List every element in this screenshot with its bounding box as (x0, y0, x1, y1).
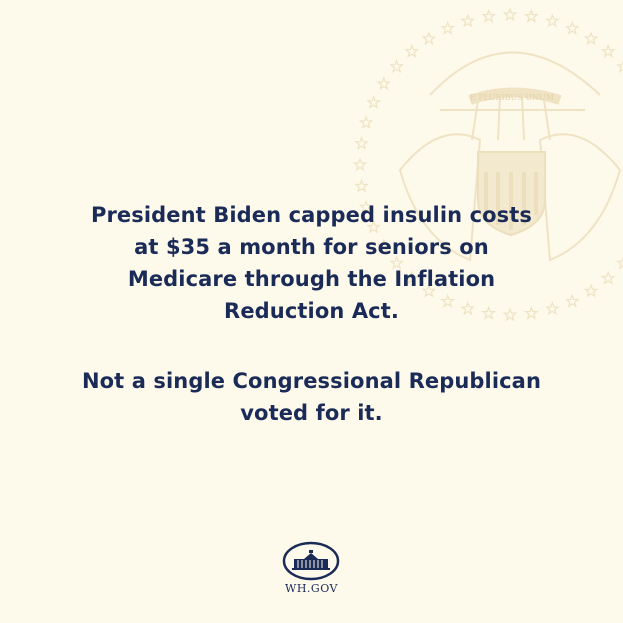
message-line: Not a single Congressional Republican (81, 369, 542, 393)
message-paragraph-2: Not a single Congressional Republican vo… (0, 365, 623, 429)
seal-star-icon (502, 7, 518, 22)
seal-star-icon (440, 293, 456, 308)
seal-star-icon (600, 270, 616, 285)
seal-star-icon (616, 60, 623, 73)
seal-star-icon (358, 114, 374, 130)
seal-star-icon (354, 178, 369, 193)
message-line: at $35 a month for seniors on (134, 235, 489, 259)
seal-star-icon (421, 283, 437, 298)
seal-star-icon (564, 20, 580, 35)
seal-star-icon (358, 199, 374, 214)
seal-star-icon (460, 301, 476, 316)
white-house-icon (282, 541, 340, 581)
seal-star-icon (389, 255, 404, 270)
seal-star-icon (440, 20, 456, 35)
seal-star-icon (404, 43, 420, 58)
seal-star-icon (502, 307, 518, 322)
seal-star-icon (564, 293, 580, 308)
seal-star-icon (389, 59, 404, 73)
seal-star-icon (616, 256, 623, 270)
seal-star-icon (354, 135, 369, 150)
seal-star-icon (352, 157, 368, 172)
message-line: Medicare through the Inflation (127, 267, 496, 291)
seal-star-icon (583, 31, 599, 46)
seal-star-icon (376, 238, 392, 253)
seal-star-icon (583, 283, 599, 298)
seal-star-icon (544, 13, 560, 28)
seal-star-icon (523, 8, 539, 23)
seal-star-icon (366, 219, 381, 234)
message-line: voted for it. (240, 401, 383, 425)
seal-star-icon (421, 31, 437, 46)
message-paragraph-1: President Biden capped insulin costs at … (0, 199, 623, 327)
seal-star-icon (404, 270, 420, 285)
seal-star-icon (460, 13, 476, 28)
seal-star-icon (376, 76, 392, 91)
seal-star-icon (523, 305, 539, 320)
message-line: Reduction Act. (224, 299, 399, 323)
seal-star-icon (481, 8, 497, 23)
seal-star-icon (366, 94, 381, 109)
seal-star-icon (481, 305, 497, 320)
wh-gov-label: WH.GOV (285, 582, 338, 595)
seal-motto: E PLURIBUS UNUM (470, 93, 554, 102)
seal-star-icon (544, 301, 560, 316)
message-line: President Biden capped insulin costs (90, 203, 533, 227)
seal-star-icon (600, 43, 616, 58)
